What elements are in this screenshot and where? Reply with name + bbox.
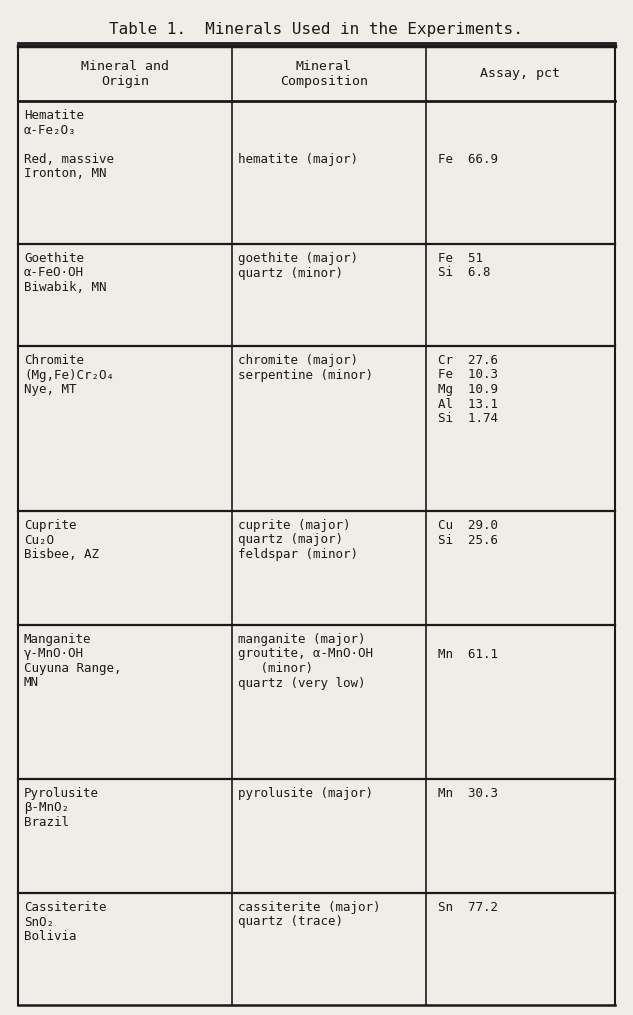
- Text: Cuprite: Cuprite: [24, 519, 77, 532]
- Text: Chromite: Chromite: [24, 354, 84, 367]
- Text: Mineral and
Origin: Mineral and Origin: [81, 60, 169, 87]
- Text: quartz (major): quartz (major): [238, 534, 343, 546]
- Text: Fe  51: Fe 51: [438, 252, 483, 265]
- Text: MN: MN: [24, 677, 39, 689]
- Text: (minor): (minor): [238, 662, 313, 675]
- Text: Hematite: Hematite: [24, 109, 84, 122]
- Text: groutite, α-MnO·OH: groutite, α-MnO·OH: [238, 648, 373, 661]
- Text: Ironton, MN: Ironton, MN: [24, 167, 106, 180]
- Text: manganite (major): manganite (major): [238, 633, 365, 646]
- Text: quartz (minor): quartz (minor): [238, 267, 343, 279]
- Text: goethite (major): goethite (major): [238, 252, 358, 265]
- Text: Brazil: Brazil: [24, 816, 69, 829]
- Text: Mg  10.9: Mg 10.9: [438, 383, 498, 396]
- Text: quartz (very low): quartz (very low): [238, 677, 365, 689]
- Text: Red, massive: Red, massive: [24, 152, 114, 165]
- Text: Nye, MT: Nye, MT: [24, 383, 77, 396]
- Text: Cassiterite: Cassiterite: [24, 901, 106, 914]
- Text: β-MnO₂: β-MnO₂: [24, 802, 69, 814]
- Text: Cu  29.0: Cu 29.0: [438, 519, 498, 532]
- Text: Pyrolusite: Pyrolusite: [24, 787, 99, 800]
- Text: hematite (major): hematite (major): [238, 152, 358, 165]
- Text: Fe  66.9: Fe 66.9: [438, 152, 498, 165]
- Text: cassiterite (major): cassiterite (major): [238, 901, 380, 914]
- Text: Al  13.1: Al 13.1: [438, 398, 498, 410]
- Text: Cu₂O: Cu₂O: [24, 534, 54, 546]
- Text: Si  1.74: Si 1.74: [438, 412, 498, 425]
- Text: feldspar (minor): feldspar (minor): [238, 548, 358, 561]
- Text: Si  6.8: Si 6.8: [438, 267, 491, 279]
- Text: α-Fe₂O₃: α-Fe₂O₃: [24, 124, 77, 136]
- Text: Manganite: Manganite: [24, 633, 92, 646]
- Text: Table 1.  Minerals Used in the Experiments.: Table 1. Minerals Used in the Experiment…: [109, 22, 523, 37]
- Text: serpentine (minor): serpentine (minor): [238, 368, 373, 382]
- Text: cuprite (major): cuprite (major): [238, 519, 351, 532]
- Text: Sn  77.2: Sn 77.2: [438, 901, 498, 914]
- Text: Si  25.6: Si 25.6: [438, 534, 498, 546]
- Text: chromite (major): chromite (major): [238, 354, 358, 367]
- Text: Fe  10.3: Fe 10.3: [438, 368, 498, 382]
- Text: Bolivia: Bolivia: [24, 930, 77, 943]
- Text: γ-MnO·OH: γ-MnO·OH: [24, 648, 84, 661]
- Text: α-FeO·OH: α-FeO·OH: [24, 267, 84, 279]
- Text: Assay, pct: Assay, pct: [480, 67, 560, 80]
- Text: Bisbee, AZ: Bisbee, AZ: [24, 548, 99, 561]
- Text: pyrolusite (major): pyrolusite (major): [238, 787, 373, 800]
- Text: Mn  30.3: Mn 30.3: [438, 787, 498, 800]
- Text: Biwabik, MN: Biwabik, MN: [24, 281, 106, 294]
- Text: Cuyuna Range,: Cuyuna Range,: [24, 662, 122, 675]
- Text: quartz (trace): quartz (trace): [238, 916, 343, 929]
- Text: SnO₂: SnO₂: [24, 916, 54, 929]
- Text: Mn  61.1: Mn 61.1: [438, 648, 498, 661]
- Text: (Mg,Fe)Cr₂O₄: (Mg,Fe)Cr₂O₄: [24, 368, 114, 382]
- Text: Mineral
Composition: Mineral Composition: [280, 60, 368, 87]
- Text: Cr  27.6: Cr 27.6: [438, 354, 498, 367]
- Text: Goethite: Goethite: [24, 252, 84, 265]
